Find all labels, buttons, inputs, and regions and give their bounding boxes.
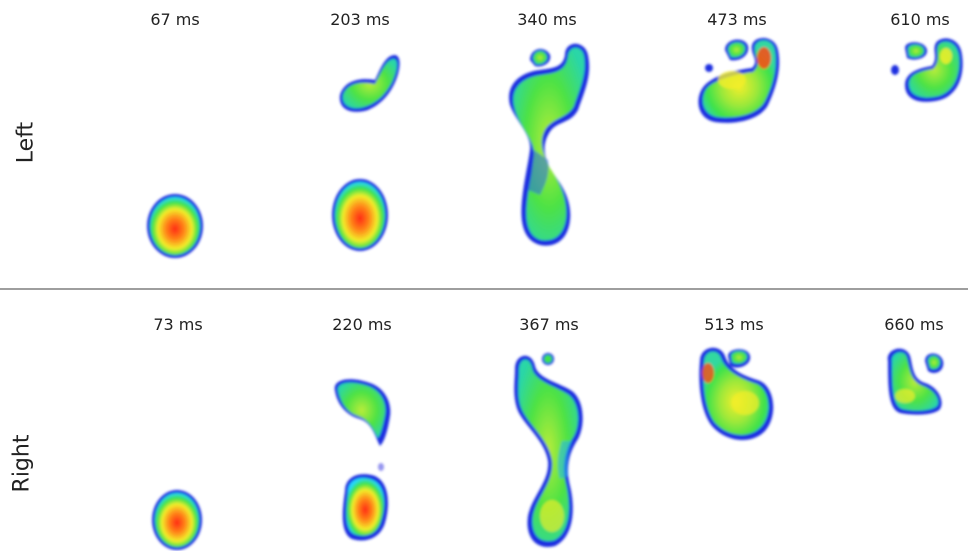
time-label: 610 ms <box>890 10 950 29</box>
frame-left-2: 203 ms <box>280 0 440 287</box>
footprint-left-610ms <box>891 38 963 102</box>
time-label: 660 ms <box>884 315 944 334</box>
frame-right-5: 660 ms <box>834 291 968 551</box>
frame-right-4: 513 ms <box>654 291 814 551</box>
left-footprints <box>147 38 963 258</box>
footprint-left-340ms <box>509 43 590 246</box>
time-label: 203 ms <box>330 10 390 29</box>
frame-right-3: 367 ms <box>469 291 629 551</box>
frame-left-1: 67 ms <box>95 0 255 287</box>
time-label: 473 ms <box>707 10 767 29</box>
time-label: 73 ms <box>153 315 203 334</box>
footprint-left-473ms <box>698 38 780 123</box>
time-label: 67 ms <box>150 10 200 29</box>
footprint-right-513ms <box>699 347 774 441</box>
frame-left-3: 340 ms <box>467 0 627 287</box>
time-label: 367 ms <box>519 315 579 334</box>
right-foot-row: Right <box>0 291 968 551</box>
frame-right-2: 220 ms <box>282 291 442 551</box>
time-label: 340 ms <box>517 10 577 29</box>
frame-left-4: 473 ms <box>657 0 817 287</box>
row-divider <box>0 288 968 290</box>
time-label: 220 ms <box>332 315 392 334</box>
right-footprints <box>152 347 944 550</box>
time-label: 513 ms <box>704 315 764 334</box>
footprint-right-73ms <box>152 490 202 550</box>
footprint-right-660ms <box>887 348 944 415</box>
footprint-right-220ms <box>334 379 391 541</box>
frame-right-1: 73 ms <box>98 291 258 551</box>
frame-left-5: 610 ms <box>840 0 968 287</box>
footprint-left-203ms <box>332 55 400 251</box>
footprint-right-367ms <box>514 353 583 547</box>
footprint-left-67ms <box>147 194 203 258</box>
left-foot-row: Left <box>14 0 968 287</box>
